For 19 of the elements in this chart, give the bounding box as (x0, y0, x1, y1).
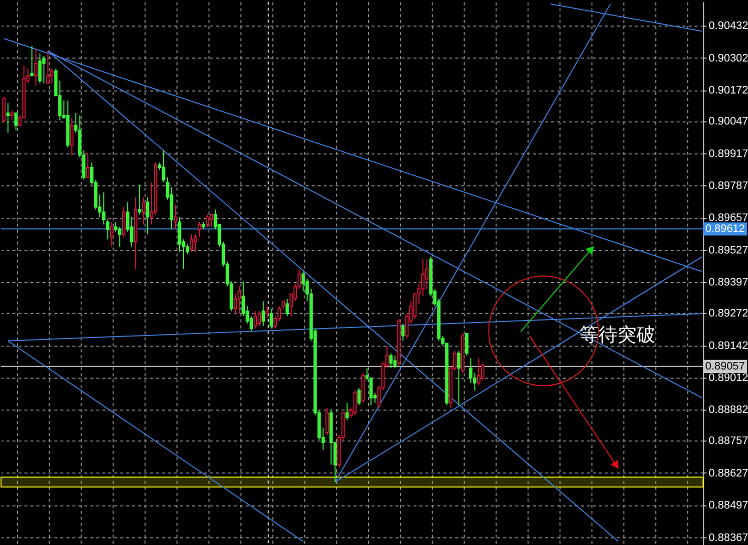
y-tick-label: 0.88497 (708, 500, 748, 512)
y-tick-label: 0.90172 (708, 84, 748, 97)
y-tick-label: 0.88367 (708, 532, 748, 544)
y-tick-label: 0.88757 (708, 435, 748, 448)
ref-line-label: 0.89612 (705, 222, 745, 235)
y-tick-label: 0.90047 (708, 116, 748, 128)
y-tick-label: 0.89012 (708, 372, 748, 384)
ref-line-label: 0.89057 (705, 360, 745, 372)
y-tick-label: 0.89657 (708, 212, 748, 224)
y-tick-label: 0.88627 (708, 467, 748, 480)
y-tick-label: 0.89142 (708, 340, 748, 352)
y-tick-label: 0.88882 (708, 404, 748, 416)
y-tick-label: 0.89787 (708, 180, 748, 192)
y-tick-label: 0.90432 (708, 20, 748, 32)
y-tick-label: 0.89527 (708, 244, 748, 256)
y-tick-label: 0.89917 (708, 148, 748, 160)
y-tick-label: 0.89397 (708, 276, 748, 289)
y-tick-label: 0.90302 (708, 52, 748, 64)
y-tick-label: 0.89272 (708, 308, 748, 320)
